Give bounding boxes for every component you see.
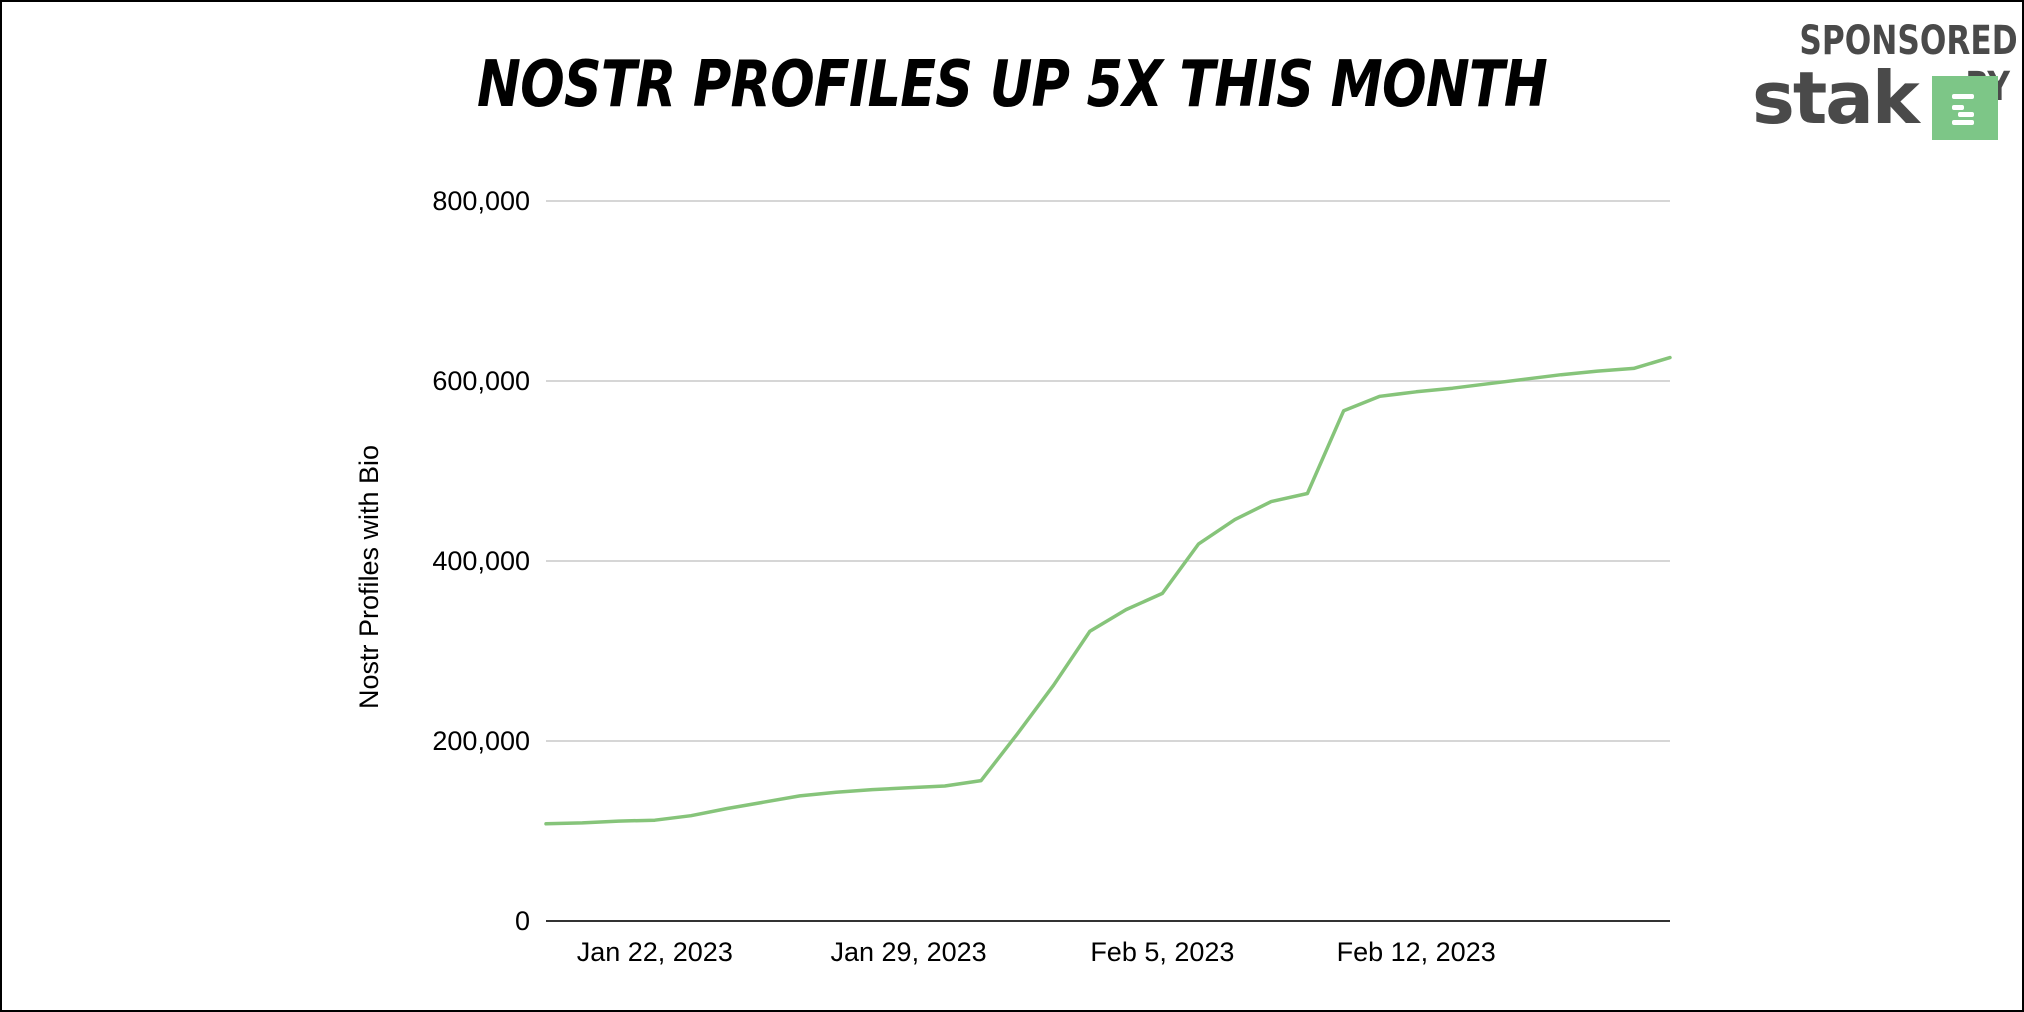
y-axis-label: Nostr Profiles with Bio	[354, 445, 384, 709]
y-tick-label: 200,000	[432, 726, 530, 756]
y-tick-label: 0	[515, 906, 530, 936]
stak-logo-icon	[1932, 76, 1998, 140]
y-tick-label: 800,000	[432, 186, 530, 216]
y-tick-label: 600,000	[432, 366, 530, 396]
x-axis-ticks: Jan 22, 2023 Jan 29, 2023 Feb 5, 2023 Feb 1…	[577, 937, 1496, 967]
chart-title: NOSTR PROFILES UP 5X THIS MONTH	[477, 48, 1548, 122]
x-tick-label: Jan 29, 2023	[831, 937, 987, 967]
x-tick-label: Jan 22, 2023	[577, 937, 733, 967]
sponsor-brand[interactable]: stak	[1752, 56, 1920, 140]
y-tick-label: 400,000	[432, 546, 530, 576]
x-tick-label: Feb 5, 2023	[1090, 937, 1234, 967]
y-axis-ticks: 0 200,000 400,000 600,000 800,000	[432, 186, 530, 936]
series-line	[544, 355, 1672, 826]
chart-series	[544, 355, 1672, 826]
chart-gridlines	[546, 200, 1670, 922]
chart-points	[545, 356, 1672, 825]
x-tick-label: Feb 12, 2023	[1337, 937, 1496, 967]
